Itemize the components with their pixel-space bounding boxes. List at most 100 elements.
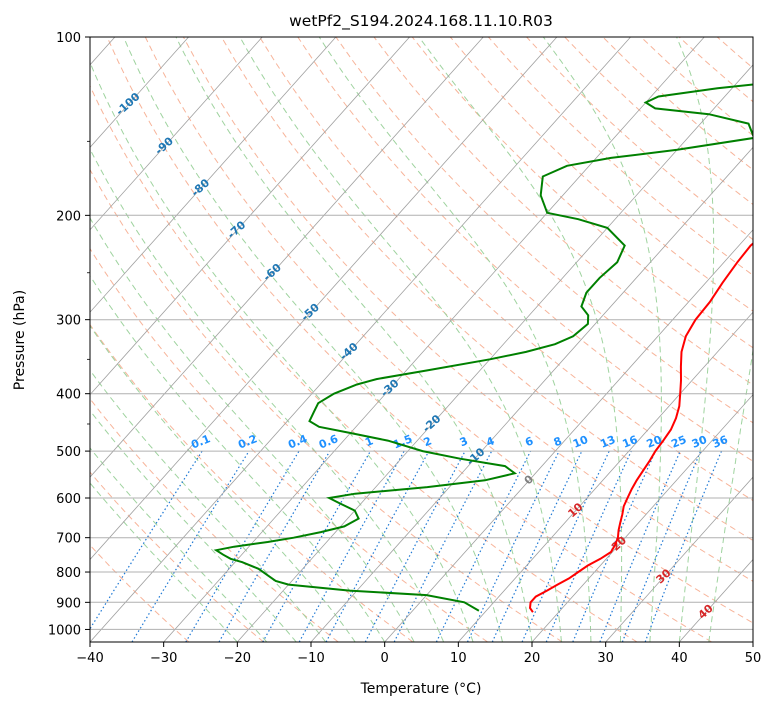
skewed-isotherm	[90, 37, 337, 313]
mixing-ratio-line	[298, 450, 405, 642]
dry-adiabat	[488, 37, 753, 276]
x-tick-label: −20	[224, 651, 251, 666]
skewed-isotherm	[90, 37, 484, 478]
mixing-ratio-label: 3	[458, 434, 470, 449]
y-tick-label: 900	[56, 596, 81, 611]
dry-adiabat	[259, 37, 753, 502]
skewed-isotherm	[163, 37, 705, 642]
x-tick-label: 0	[381, 651, 389, 666]
dry-adiabat	[373, 37, 753, 386]
skewed-isotherm	[679, 558, 753, 642]
x-tick-label: 50	[745, 651, 762, 666]
y-tick-label: 300	[56, 314, 81, 329]
mixing-ratio-label: 13	[598, 433, 617, 451]
skewed-isotherm	[531, 394, 753, 642]
mixing-ratio-line	[572, 450, 657, 642]
mixing-ratio-line	[466, 450, 560, 642]
y-tick-label: 1000	[48, 623, 81, 638]
skewed-isotherm	[90, 37, 410, 396]
skewed-isotherm	[90, 37, 558, 561]
dry-adiabat	[221, 37, 753, 542]
mixing-ratio-line	[325, 450, 430, 642]
skewed-isotherms	[90, 37, 753, 642]
isotherm-label: -100	[113, 90, 142, 118]
mixing-ratio-line	[644, 450, 723, 642]
mixing-ratio-label: 8	[552, 434, 564, 449]
mixing-ratio-label: 30	[690, 433, 709, 451]
x-tick-label: −30	[150, 651, 177, 666]
moist-adiabat	[542, 37, 662, 642]
mixing-ratio-label: 10	[571, 433, 590, 451]
mixing-ratio-label: 0.4	[286, 432, 309, 451]
dry-adiabat	[90, 168, 563, 642]
moist-adiabat	[676, 37, 715, 642]
mixing-ratio-label: 6	[523, 434, 535, 449]
dry-adiabat	[144, 37, 753, 624]
mixing-ratio-line	[599, 450, 681, 642]
dry-adiabat	[335, 37, 753, 424]
mixing-ratio-label: 16	[620, 433, 639, 451]
y-tick-label: 800	[56, 566, 81, 581]
dry-adiabat	[678, 37, 753, 103]
mixing-ratio-line	[90, 450, 203, 630]
dry-adiabat	[411, 37, 753, 349]
grid-lines	[90, 37, 753, 630]
moist-adiabat	[708, 347, 753, 642]
mixing-ratio-line	[185, 450, 300, 642]
dry-adiabats	[90, 37, 753, 642]
plot-frame	[89, 36, 754, 643]
moist-adiabat	[175, 37, 533, 642]
dry-adiabat	[90, 471, 264, 642]
skewed-isotherm	[237, 64, 753, 642]
skewed-isotherm	[90, 37, 263, 231]
plot-area: 0.1 0.2 0.4 0.6 1 1.5 2 3 4 6 8 10 13 16 20 25 30 36-100-…	[90, 37, 753, 642]
moist-adiabat	[318, 37, 592, 642]
dry-adiabat	[90, 84, 638, 642]
skewed-isotherm	[752, 641, 753, 642]
y-tick-label: 400	[56, 388, 81, 403]
data-series	[213, 83, 753, 613]
skewed-isotherm	[458, 311, 753, 642]
skewed-isotherm	[90, 37, 631, 642]
moist-adiabat	[239, 37, 562, 642]
y-tick-label: 500	[56, 445, 81, 460]
mixing-ratio-label: 0.1	[189, 432, 212, 451]
skewed-isotherm	[90, 37, 189, 148]
moist-adiabat	[418, 37, 623, 642]
x-axis-title: Temperature (°C)	[360, 681, 482, 697]
x-tick-label: −40	[76, 651, 103, 666]
x-tick-label: 20	[524, 651, 541, 666]
y-tick-label: 600	[56, 492, 81, 507]
y-axis: 100 200 300 400 500 600 700 800 900 1000	[48, 31, 90, 638]
mixing-ratio-line	[491, 450, 583, 642]
series-temperature	[528, 242, 753, 613]
moist-adiabat	[90, 325, 356, 642]
y-axis-title: Pressure (hPa)	[12, 290, 28, 390]
dry-adiabat	[106, 37, 712, 642]
y-tick-label: 100	[56, 31, 81, 46]
mixing-ratio-label: 2	[422, 434, 434, 449]
x-tick-label: 30	[597, 651, 614, 666]
dry-adiabat	[449, 37, 753, 312]
moist-adiabat	[90, 274, 386, 642]
y-tick-label: 700	[56, 532, 81, 547]
mixing-ratio-line	[393, 450, 493, 642]
dry-adiabat	[716, 37, 753, 69]
chart-title: wetPf2_S194.2024.168.11.10.R03	[289, 12, 553, 31]
mixing-ratio-label: 0.2	[236, 432, 259, 451]
dry-adiabat	[90, 323, 414, 642]
dry-adiabat	[90, 247, 488, 642]
moist-adiabat	[90, 61, 474, 642]
x-tick-label: 40	[671, 651, 688, 666]
dry-adiabat	[90, 398, 339, 642]
x-axis: −40 −30 −20 −10 0 10 20 30 40 50	[76, 642, 761, 666]
skewed-isotherm	[310, 146, 753, 642]
x-tick-label: −10	[297, 651, 324, 666]
mixing-ratio-label: 36	[711, 433, 730, 451]
moist-adiabat	[90, 482, 238, 642]
skewed-isotherm	[384, 229, 753, 642]
moist-adiabat	[90, 409, 297, 642]
mixing-ratio-line	[262, 450, 371, 642]
mixing-ratio-line	[435, 450, 532, 642]
